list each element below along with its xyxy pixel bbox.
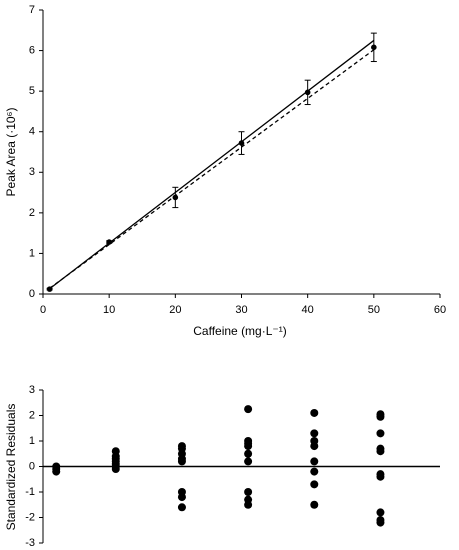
point [310, 500, 319, 509]
y-tick-label: 4 [29, 126, 35, 138]
y-axis-label: Peak Area (·10⁶) [4, 108, 18, 197]
point [376, 518, 385, 527]
fit-line [49, 39, 375, 290]
point [52, 467, 61, 476]
point [310, 457, 319, 466]
y-tick-label: 6 [29, 44, 35, 56]
point [310, 429, 319, 438]
y-tick-label: -2 [25, 511, 35, 523]
point [46, 286, 53, 292]
y-tick-label: -1 [25, 486, 35, 498]
fit-line [49, 49, 375, 289]
y-tick-label: 3 [29, 166, 35, 178]
x-tick-label: 10 [103, 304, 115, 316]
point [376, 472, 385, 481]
point [244, 488, 253, 496]
point [177, 503, 186, 512]
point [371, 44, 377, 51]
y-tick-label: 0 [29, 288, 35, 300]
point [244, 405, 253, 414]
point [244, 449, 253, 458]
point [177, 493, 186, 502]
x-tick-label: 60 [434, 304, 446, 316]
point [376, 447, 385, 456]
y-tick-label: 2 [29, 207, 35, 219]
y-tick-label: 1 [29, 435, 35, 447]
point [376, 412, 385, 421]
point [244, 500, 253, 509]
y-tick-label: 2 [29, 409, 35, 421]
point [310, 480, 319, 489]
point [310, 408, 319, 417]
x-tick-label: 40 [302, 304, 314, 316]
point [304, 89, 311, 96]
point [177, 457, 186, 466]
y-tick-label: 5 [29, 85, 35, 97]
x-tick-label: 30 [235, 304, 247, 316]
x-tick-label: 20 [169, 304, 181, 316]
y-tick-label: 0 [29, 460, 35, 472]
y-tick-label: -3 [25, 537, 35, 549]
x-tick-label: 0 [40, 304, 46, 316]
y-tick-label: 7 [29, 4, 35, 16]
point [172, 194, 179, 201]
point [106, 239, 112, 245]
x-tick-label: 50 [368, 304, 380, 316]
point [244, 442, 253, 451]
point [310, 442, 319, 451]
point [376, 429, 385, 438]
point [310, 467, 319, 476]
y-tick-label: 3 [29, 384, 35, 396]
point [376, 508, 385, 517]
x-axis-label: Caffeine (mg·L⁻¹) [193, 324, 286, 338]
y-axis-label: Standardized Residuals [4, 404, 18, 531]
y-tick-label: 1 [29, 247, 35, 259]
point [111, 465, 120, 474]
point [238, 140, 245, 146]
point [244, 457, 253, 466]
